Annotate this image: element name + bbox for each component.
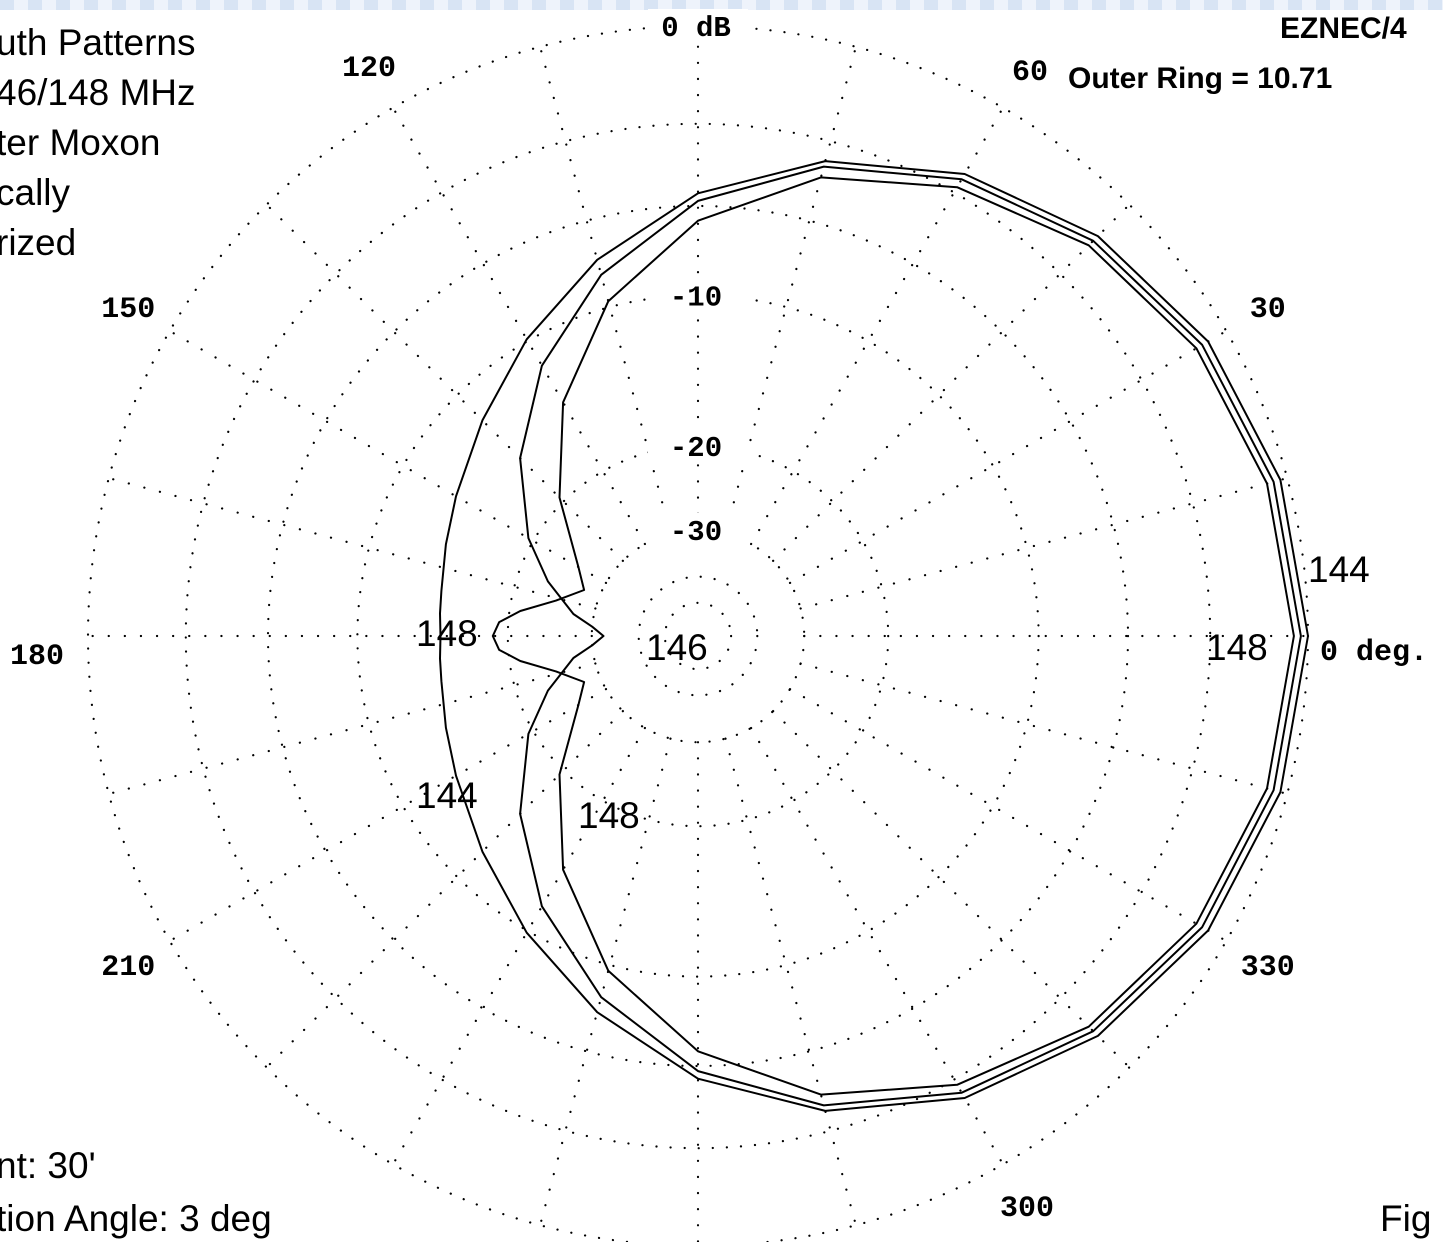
angle-label: 0 deg. <box>1320 636 1428 670</box>
title-line: 46/148 MHz <box>0 72 196 113</box>
height-label: nt: 30' <box>0 1145 96 1186</box>
pattern-series <box>439 160 1309 1112</box>
grid-spoke <box>788 687 1228 943</box>
series-148-mhz <box>491 176 1295 1096</box>
series-144-mhz <box>439 160 1309 1112</box>
grid-ring <box>266 204 1130 1068</box>
title-line: ter Moxon <box>0 122 161 163</box>
title-line: rized <box>0 222 77 263</box>
ring-label: -30 <box>670 516 722 549</box>
grid-spoke <box>799 477 1289 610</box>
angle-label: 60 <box>1012 56 1048 90</box>
grid-spoke <box>771 203 1131 563</box>
grid-spoke <box>391 106 647 546</box>
grid-ring <box>506 444 890 828</box>
grid-spoke <box>799 662 1289 796</box>
ring-label: 0 dB <box>661 12 731 45</box>
elevation-label: tion Angle: 3 deg <box>0 1198 272 1239</box>
series-label: 148 <box>578 795 640 836</box>
title-block: uth Patterns 46/148 MHz ter Moxon cally … <box>0 18 196 268</box>
window-top-strip <box>0 0 1443 10</box>
angle-label: 120 <box>342 52 396 86</box>
ring-label: -10 <box>670 281 722 314</box>
fig-label: Fig <box>1380 1198 1432 1239</box>
series-label: 144 <box>416 775 478 816</box>
angle-label: 30 <box>1250 293 1286 327</box>
grid-spoke <box>107 477 597 610</box>
program-label: EZNEC/4 <box>1280 12 1407 45</box>
grid-spoke <box>265 709 625 1069</box>
grid-spoke <box>724 737 858 1227</box>
outer-ring-label: Outer Ring = 10.71 <box>1068 62 1333 95</box>
angle-labels: 0 deg. 30 60 120 150 180 210 300 330 <box>10 52 1428 1226</box>
grid-ring <box>356 294 1040 978</box>
angle-label: 210 <box>101 951 155 985</box>
grid-spoke <box>771 709 1131 1069</box>
angle-label: 150 <box>101 293 155 327</box>
series-label: 146 <box>646 627 708 668</box>
ring-label: -20 <box>670 432 722 465</box>
grid-ring <box>663 601 733 671</box>
angle-label: 300 <box>1000 1192 1054 1226</box>
grid-spoke <box>265 203 625 563</box>
series-labels: 144 148 146 148 144 148 <box>416 549 1370 836</box>
series-label: 148 <box>416 613 478 654</box>
series-label: 148 <box>1206 627 1268 668</box>
series-label: 144 <box>1308 549 1370 590</box>
grid-ring <box>184 122 1212 1150</box>
grid-spoke <box>788 329 1228 585</box>
ring-labels: 0 dB -10 -20 -30 <box>648 9 748 549</box>
series-146-mhz <box>519 165 1302 1107</box>
grid-ring <box>637 575 759 697</box>
title-line: uth Patterns <box>0 22 196 63</box>
angle-label: 330 <box>1241 951 1295 985</box>
angle-label: 180 <box>10 640 64 674</box>
title-line: cally <box>0 172 71 213</box>
grid-spoke <box>107 662 597 796</box>
